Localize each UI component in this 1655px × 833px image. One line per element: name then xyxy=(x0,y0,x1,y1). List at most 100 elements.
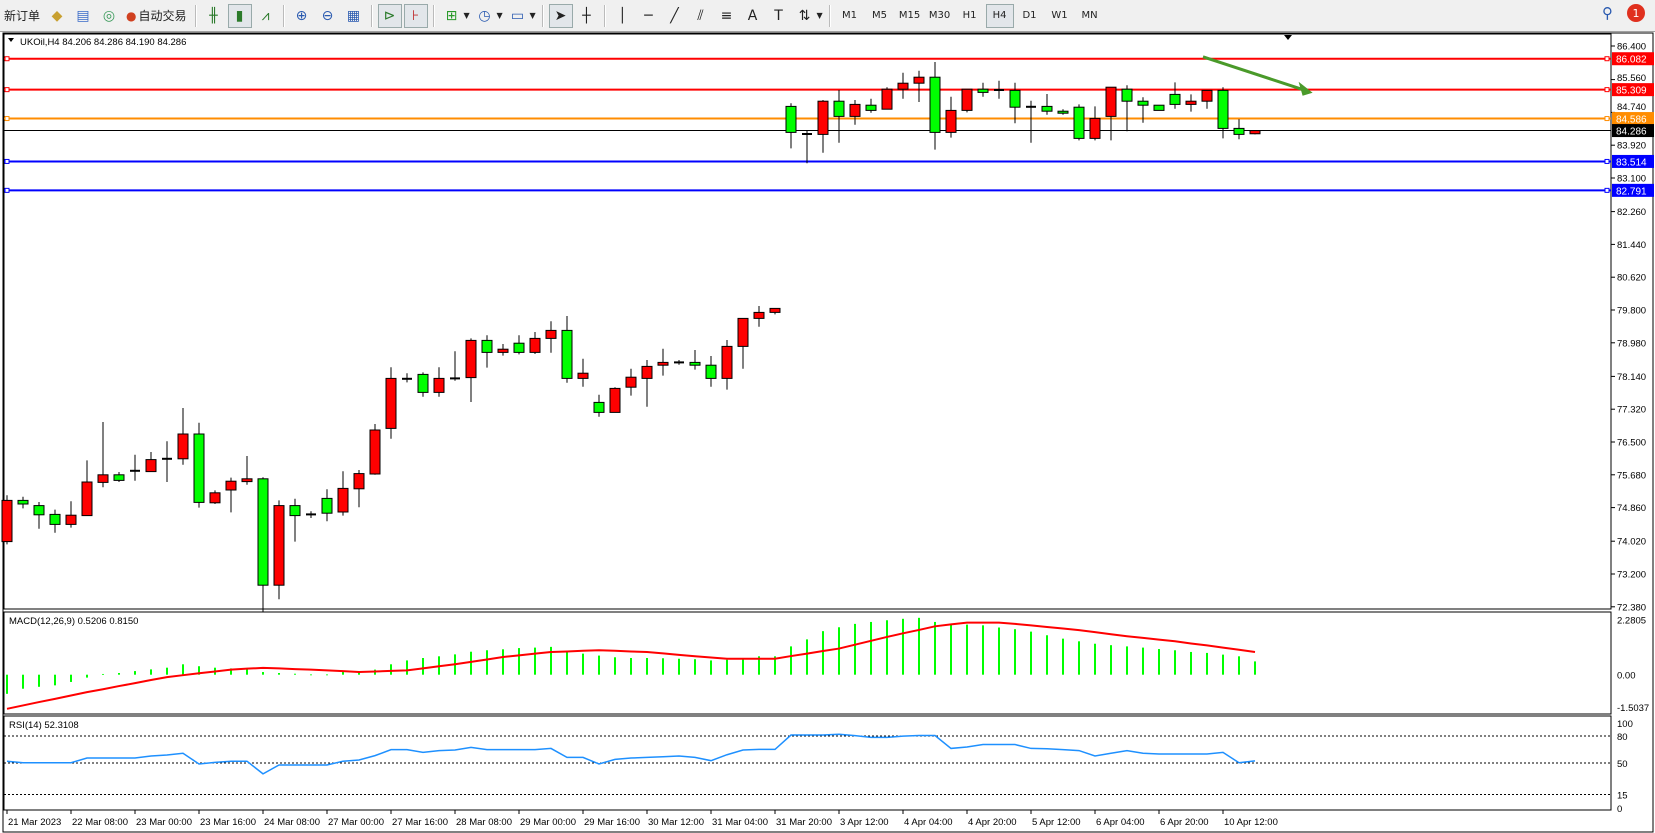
timeframe-mn[interactable]: MN xyxy=(1081,10,1098,21)
periods-icon[interactable]: ◷ xyxy=(478,7,491,24)
candle xyxy=(241,456,253,485)
macd-histogram-bar xyxy=(694,659,696,675)
tile-windows-icon[interactable]: ▦ xyxy=(346,7,361,24)
chevron-down-icon[interactable]: ▼ xyxy=(463,11,470,20)
candle xyxy=(865,98,877,113)
price-pane[interactable]: 86.400 85.560 84.740 83.920 83.100 82.260 81.4… xyxy=(1,33,1654,613)
templates-icon[interactable]: ▭ xyxy=(510,7,525,24)
autoscroll-icon[interactable]: ⊳ xyxy=(377,3,402,28)
macd-histogram-bar xyxy=(38,674,40,687)
macd-histogram-bar xyxy=(390,664,392,675)
price-tag xyxy=(1612,154,1654,168)
candle xyxy=(1217,87,1229,139)
rsi-pane[interactable]: 100 80 50 15 0 xyxy=(3,715,1633,815)
candle-body xyxy=(721,345,733,379)
cursor-icon[interactable]: ➤ xyxy=(548,3,573,28)
trendline-icon[interactable]: ╱ xyxy=(670,7,679,24)
candle-body xyxy=(1201,89,1213,102)
timeframe-h1[interactable]: H1 xyxy=(962,10,977,21)
navigator-icon[interactable]: ▤ xyxy=(76,7,90,24)
macd-histogram-bar xyxy=(710,660,712,675)
candle xyxy=(1009,82,1021,124)
candle xyxy=(130,454,140,481)
rsi-tick-label: 100 xyxy=(1617,719,1633,730)
candle xyxy=(273,500,285,600)
macd-histogram-bar xyxy=(966,624,968,675)
candle-body xyxy=(481,339,493,353)
candle xyxy=(1121,85,1133,132)
time-label: 27 Mar 16:00 xyxy=(392,817,448,828)
horizontal-line-icon[interactable]: ─ xyxy=(644,7,653,24)
candle xyxy=(417,372,429,397)
macd-histogram-bar xyxy=(54,674,56,686)
toolbar: 新订单 ◆ ▤ ◎ ● 自动交易 ╫ ▮ ⩘ ⊕ ⊖ ▦ ⊳ ⊦ ⊞ ▼ ◷ ▼ ▭ ▼… xyxy=(0,0,1655,32)
price-tick-label: 78.980 xyxy=(1617,338,1646,349)
crosshair-icon[interactable]: ┼ xyxy=(582,7,591,24)
candle xyxy=(1233,119,1245,140)
timeframe-m5[interactable]: M5 xyxy=(872,10,888,21)
notification-badge[interactable]: 1 xyxy=(1627,4,1645,22)
candle xyxy=(1201,89,1213,109)
price-tick-label: 72.380 xyxy=(1617,602,1646,613)
timeframe-d1[interactable]: D1 xyxy=(1022,10,1037,21)
price-tick-label: 80.620 xyxy=(1617,273,1646,284)
arrows-icon[interactable]: ⇅ xyxy=(798,7,811,24)
candle-body xyxy=(545,329,557,339)
new-order-button[interactable]: 新订单 xyxy=(1,4,43,28)
text-icon[interactable]: A xyxy=(747,7,758,24)
zoom-out-icon[interactable]: ⊖ xyxy=(321,7,334,24)
candlestick-icon[interactable]: ▮ xyxy=(227,3,252,28)
candle xyxy=(705,356,717,387)
candle-body xyxy=(257,478,269,586)
price-tag-label: 83.514 xyxy=(1616,157,1647,168)
line-handle xyxy=(4,87,10,93)
vertical-line-icon[interactable]: │ xyxy=(618,7,627,24)
macd-pane[interactable]: 2.2805 0.00 -1.5037 xyxy=(3,611,1649,715)
candle xyxy=(1,495,13,545)
timeframe-m15[interactable]: M15 xyxy=(898,10,921,21)
chevron-down-icon[interactable]: ▼ xyxy=(529,11,536,20)
zoom-in-icon[interactable]: ⊕ xyxy=(295,7,308,24)
candle-body xyxy=(641,365,653,379)
candle-body xyxy=(417,373,429,393)
macd-histogram-bar xyxy=(342,672,344,675)
macd-histogram-bar xyxy=(1222,654,1224,675)
timeframe-w1[interactable]: W1 xyxy=(1051,10,1068,21)
text-label-icon[interactable]: T xyxy=(774,7,783,24)
candle-body xyxy=(1233,127,1245,135)
candle xyxy=(737,317,749,369)
macd-histogram-bar xyxy=(1238,656,1240,675)
candle-body xyxy=(1153,104,1165,111)
candle-body xyxy=(1121,88,1133,102)
bar-chart-icon[interactable]: ╫ xyxy=(209,7,218,24)
line-chart-icon[interactable]: ⩘ xyxy=(261,7,270,24)
candle-body xyxy=(961,88,973,111)
candle xyxy=(17,496,29,509)
price-tick-label: 86.400 xyxy=(1617,42,1646,53)
time-label: 5 Apr 12:00 xyxy=(1032,817,1081,828)
candle xyxy=(1153,104,1165,111)
timeframe-m30[interactable]: M30 xyxy=(928,10,951,21)
autotrading-button[interactable]: ● 自动交易 xyxy=(123,4,190,28)
timeframe-h4[interactable]: H4 xyxy=(985,3,1014,28)
signal-icon[interactable]: ◎ xyxy=(102,7,116,24)
candle xyxy=(225,477,237,513)
candle xyxy=(1137,97,1149,123)
equidistant-channel-icon[interactable]: ⫽ xyxy=(697,7,704,24)
search-icon[interactable]: ⚲ xyxy=(1602,4,1613,22)
collapse-triangle-icon[interactable] xyxy=(8,38,14,42)
chevron-down-icon[interactable]: ▼ xyxy=(816,11,823,20)
candle-body xyxy=(1169,93,1181,105)
candle xyxy=(674,360,684,365)
indicators-icon[interactable]: ⊞ xyxy=(445,7,458,24)
chevron-down-icon[interactable]: ▼ xyxy=(496,11,503,20)
gold-bars-icon[interactable]: ◆ xyxy=(51,7,63,24)
timeframe-m1[interactable]: M1 xyxy=(842,10,858,21)
macd-histogram-bar xyxy=(518,648,520,675)
macd-histogram-bar xyxy=(662,658,664,675)
candle xyxy=(321,489,333,522)
chart-shift-icon[interactable]: ⊦ xyxy=(403,3,428,28)
fibonacci-icon[interactable]: ≡ xyxy=(720,7,733,24)
rsi-line xyxy=(6,733,1256,775)
